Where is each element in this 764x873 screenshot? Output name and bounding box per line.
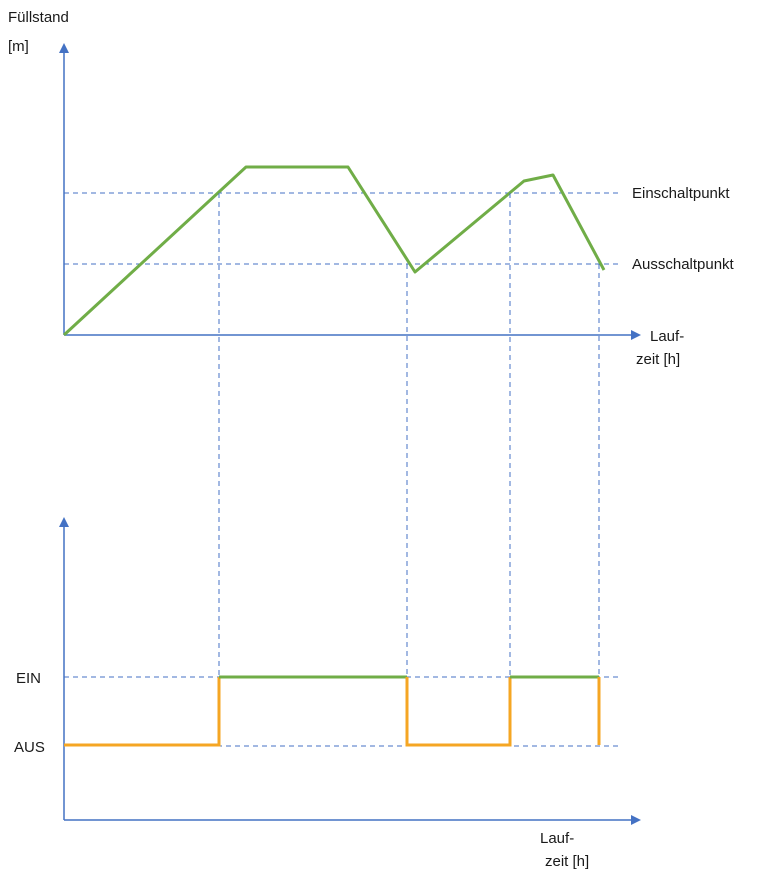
connector-lines	[218, 193, 600, 677]
on-level-label: EIN	[16, 670, 41, 687]
off-level-label: AUS	[14, 739, 45, 756]
top-x-axis-label-line1: Lauf-	[650, 328, 684, 345]
top-x-axis-label-line2: zeit [h]	[636, 351, 680, 368]
pump-off-segment	[64, 677, 221, 747]
pump-off-segment	[405, 677, 512, 747]
bottom-chart: EIN AUS Lauf- zeit [h]	[14, 517, 641, 870]
top-y-axis-label-line2: [m]	[8, 38, 29, 55]
top-y-axis-label-line1: Füllstand	[8, 9, 69, 26]
off-threshold-label: Ausschaltpunkt	[632, 256, 735, 273]
on-threshold-label: Einschaltpunkt	[632, 185, 730, 202]
top-chart: Füllstand [m] Lauf- zeit [h] Einschaltpu…	[8, 9, 735, 368]
bottom-x-axis-label-line2: zeit [h]	[545, 853, 589, 870]
fill-level-curve	[62, 165, 606, 337]
bottom-x-axis-label-line1: Lauf-	[540, 830, 574, 847]
